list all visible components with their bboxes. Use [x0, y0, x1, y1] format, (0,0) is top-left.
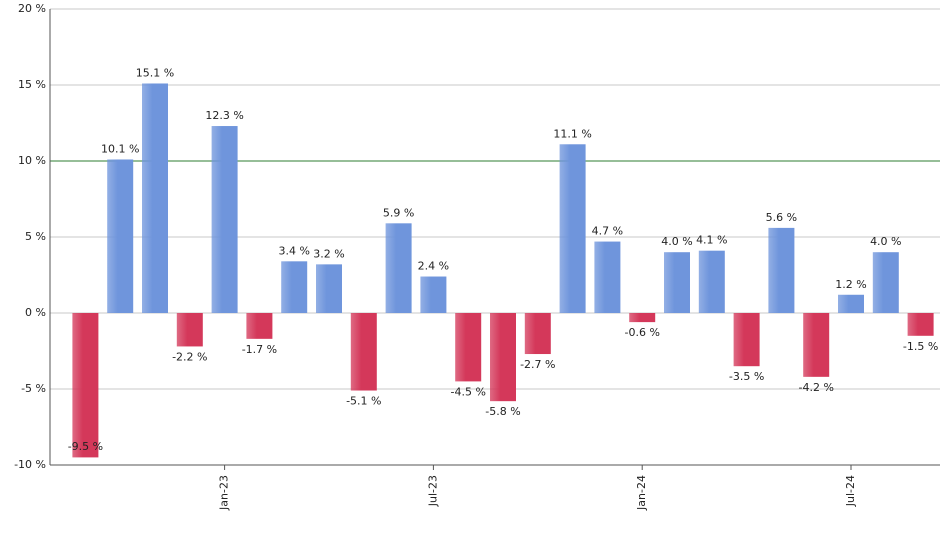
bar [246, 313, 273, 339]
y-tick-label: 0 % [25, 306, 46, 319]
value-label: 11.1 % [553, 127, 591, 140]
bar [733, 313, 760, 367]
y-tick-label: -5 % [21, 382, 46, 395]
value-label: -5.8 % [485, 405, 520, 418]
bar [838, 294, 864, 313]
bar [385, 223, 412, 313]
value-label: 4.7 % [592, 225, 623, 238]
value-label: -1.7 % [242, 343, 277, 356]
bar [72, 313, 99, 458]
value-label: -3.5 % [729, 370, 764, 383]
y-tick-label: 10 % [18, 154, 46, 167]
value-label: 4.1 % [696, 234, 727, 247]
bar [142, 83, 168, 313]
y-tick-label: 20 % [18, 2, 46, 15]
bar [594, 241, 621, 313]
bar [629, 313, 656, 323]
bar [281, 261, 308, 313]
value-label: 4.0 % [661, 235, 692, 248]
bar [455, 313, 482, 382]
bar [664, 252, 690, 313]
bar [107, 159, 134, 313]
y-tick-label: -10 % [14, 458, 46, 471]
x-tick-label: Jul-24 [844, 475, 857, 507]
value-label: -5.1 % [346, 395, 381, 408]
value-label: 10.1 % [101, 142, 139, 155]
value-label: -0.6 % [624, 326, 659, 339]
value-label: -4.2 % [798, 381, 833, 394]
bar [316, 264, 342, 313]
bar [698, 250, 725, 313]
bar [559, 144, 586, 313]
bar [350, 313, 377, 391]
y-tick-label: 15 % [18, 78, 46, 91]
bar [803, 313, 830, 377]
bar [176, 313, 203, 347]
value-label: 12.3 % [205, 109, 243, 122]
value-label: 4.0 % [870, 235, 901, 248]
x-tick-label: Jan-24 [635, 475, 648, 511]
value-label: -9.5 % [68, 440, 103, 453]
value-label: 2.4 % [418, 260, 449, 273]
y-tick-label: 5 % [25, 230, 46, 243]
bar [768, 227, 795, 313]
value-label: 3.2 % [313, 247, 344, 260]
value-label: 5.9 % [383, 206, 414, 219]
value-label: 1.2 % [835, 278, 866, 291]
value-label: 15.1 % [136, 66, 174, 79]
value-label: -1.5 % [903, 340, 938, 353]
bar [872, 252, 899, 313]
x-tick-label: Jan-23 [218, 475, 231, 511]
bar [420, 276, 447, 313]
x-tick-label: Jul-23 [426, 475, 439, 507]
bar [490, 313, 516, 402]
value-label: -4.5 % [450, 385, 485, 398]
value-label: 5.6 % [766, 211, 797, 224]
bar [211, 126, 238, 313]
bar [907, 313, 934, 336]
value-label: 3.4 % [278, 244, 309, 257]
value-label: -2.7 % [520, 358, 555, 371]
value-label: -2.2 % [172, 350, 207, 363]
bar [524, 313, 551, 355]
